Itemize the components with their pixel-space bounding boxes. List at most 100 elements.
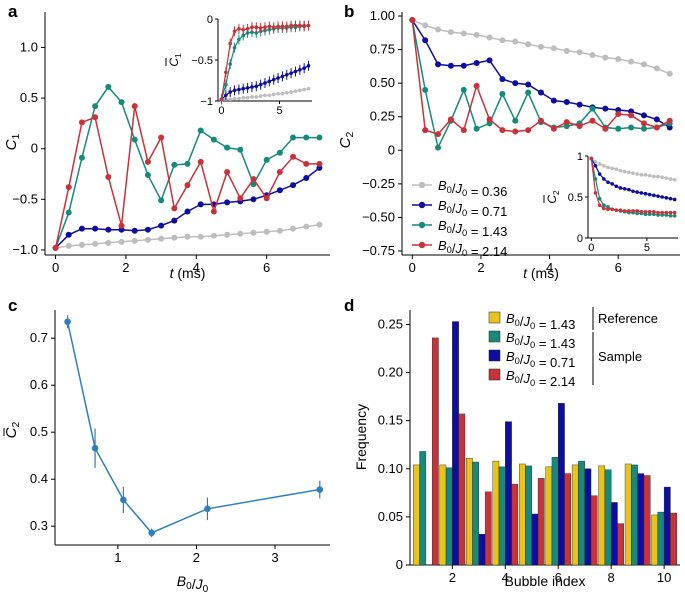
panel-a-series-teal-point (171, 161, 178, 168)
panel-label-a: a (8, 2, 18, 21)
panel-c-ylabel-text: C2 (3, 422, 22, 439)
panel-b-ylabel: C2 (337, 132, 356, 149)
panel-a-series-teal-point (237, 146, 244, 153)
panel-b-inset-series-blue-point (597, 172, 602, 176)
panel-b-inset-series-red-point (597, 203, 602, 207)
panel-b-x-tick-label: 4 (546, 260, 553, 275)
panel-a-series-blue-point (158, 222, 165, 229)
panel-b-inset-series-blue-point (652, 193, 656, 198)
panel-b-inset-series-blue-point (593, 164, 598, 168)
panel-d-y-tick-label: 0.20 (378, 365, 403, 380)
panel-d-bar (651, 514, 659, 566)
panel-a-series-red-point (303, 160, 310, 167)
panel-b-inset-series-red-point (656, 210, 660, 215)
panel-a-inset-series-grey-point (293, 89, 298, 93)
panel-b-series-teal-point (460, 86, 467, 93)
panel-b-inset-series-red-point (672, 210, 677, 215)
panel-a-series-teal-point (144, 172, 151, 179)
panel-a-inset-series-grey-point (232, 96, 237, 101)
panel-d-bar (663, 486, 671, 566)
panel-b-y-tick-label: 0.50 (370, 75, 395, 90)
panel-a-series-grey-point (197, 233, 204, 240)
panel-a-x-tick-label: 2 (122, 260, 129, 275)
panel-b-inset-series-grey-point (614, 167, 619, 171)
panel-a-series-red-point (158, 134, 165, 141)
panel-c-ylabel: C2 (3, 422, 22, 439)
panel-b-inset-series-red-point (635, 209, 639, 213)
panel-d-bar (492, 460, 500, 566)
panel-b-inset-series-red-point (627, 209, 631, 213)
panel-a-series-teal-point (118, 99, 125, 106)
panel-b-y-tick-label: −0.75 (362, 243, 395, 258)
panel-c-point (120, 496, 127, 504)
panel-a-series-teal-point (184, 160, 191, 167)
panel-d-x-tick-label: 2 (449, 570, 456, 585)
panel-b-inset-series-red-point (618, 208, 623, 212)
panel-b-series-red-point (422, 127, 429, 134)
panel-d-x-tick-label: 4 (502, 570, 509, 585)
panel-a-series-blue-point (92, 225, 99, 232)
panel-b-series-grey-point (576, 49, 583, 56)
panel-b-inset-series-blue-point (664, 196, 669, 200)
panel-a-series-blue-point (65, 231, 72, 238)
panel-d-bar (670, 512, 677, 566)
panel-b-inset-series-teal-point (643, 212, 648, 217)
panel-b-y-tick-label: −0.25 (362, 176, 395, 191)
panel-b-inset-series-grey-point (618, 168, 623, 173)
panel-b-inset-series-red-point (610, 207, 614, 212)
panel-a-inset-y-tick-label: 0 (207, 14, 213, 26)
panel-d-x-tick-label: 8 (608, 570, 615, 585)
panel-b-inset-series-grey-point (622, 169, 627, 174)
panel-d-bar (484, 491, 492, 566)
panel-b-series-blue-point (473, 60, 480, 67)
panel-b-inset-series-red-point (668, 210, 673, 215)
panel-b-series-red-point (499, 127, 506, 134)
panel-a-series-teal-point (263, 156, 270, 163)
panel-d-bar (525, 465, 532, 566)
panel-b-inset-series-grey-point (672, 177, 677, 182)
panel-d-bar (598, 465, 606, 566)
panel-b-series-blue-point (550, 97, 557, 104)
panel-d-bar (610, 502, 618, 566)
panel-a-series-grey-point (290, 225, 297, 232)
panel-a-y-tick-label: −0.5 (12, 191, 38, 206)
panel-b-inset-series-grey-point (664, 176, 669, 180)
panel-b-series-red-point (486, 116, 493, 123)
panel-a-inset-series-grey-point (280, 91, 285, 96)
panel-b-series-red-point (666, 117, 673, 124)
panel-a-series-grey-point (144, 236, 151, 243)
panel-b-inset-series-blue-point (660, 195, 664, 199)
panel-b-y-tick-label: 0.25 (370, 109, 395, 124)
panel-a-inset-series-grey-point (271, 92, 276, 97)
panel-b-inset-series-red-point (660, 210, 664, 215)
panel-a-inset-series-grey-point (267, 93, 272, 98)
panel-b-inset-series-blue-point (643, 191, 648, 196)
panel-b-series-red-point (653, 124, 660, 131)
panel-a-series-blue-point (184, 208, 191, 215)
legend-b-label: B0/J0 = 0.36 (438, 178, 507, 199)
panel-b-inset-series-teal-point (668, 214, 673, 218)
legend-b-marker (418, 181, 426, 189)
panel-b-series-grey-point (473, 31, 480, 38)
panel-b-inset-y-tick-label: 0 (577, 233, 583, 245)
panel-b-series-red-point (525, 127, 532, 134)
panel-a-x-tick-label: 6 (263, 260, 270, 275)
legend-b-marker (418, 241, 426, 249)
panel-b-inset-series-red-point (647, 209, 652, 214)
panel-b-series-blue-point (538, 89, 544, 96)
panel-b-inset-series-grey-point (656, 174, 660, 179)
panel-d-bar (643, 475, 651, 566)
panel-d-bar (564, 473, 572, 566)
panel-c-y-tick-label: 0.6 (30, 377, 48, 392)
panel-a-inset-series-grey-point (258, 94, 263, 98)
panel-a-series-teal-point (224, 144, 231, 151)
panel-a-series-grey-point (276, 227, 283, 234)
panel-b-inset-ylabel: C2 (543, 190, 561, 204)
panel-b-series-grey-point (486, 34, 493, 41)
panel-a-inset-series-grey-point (306, 86, 311, 91)
panel-b-series-blue-point (576, 101, 583, 108)
panel-c-xlabel: B0/J0 (177, 573, 209, 595)
legend-d-label: B0/J0 = 2.14 (506, 368, 575, 389)
panel-a-series-red-point (237, 195, 244, 202)
